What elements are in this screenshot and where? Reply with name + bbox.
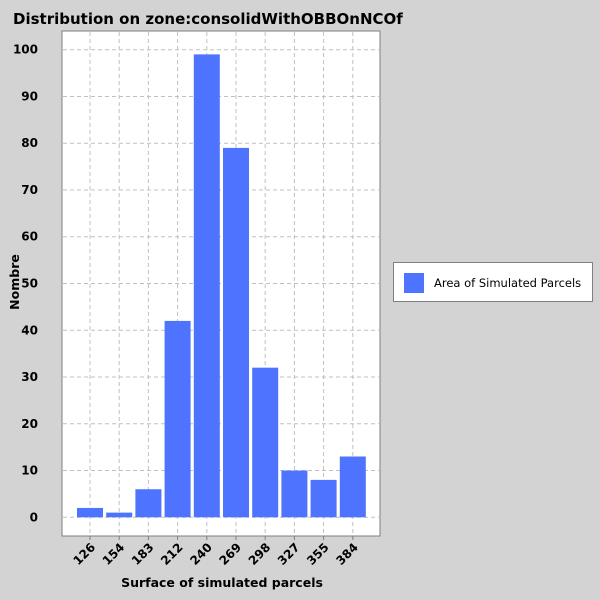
x-tick-label: 384	[333, 540, 361, 568]
bar-355	[310, 479, 337, 518]
bar-384	[339, 456, 366, 518]
x-axis-title: Surface of simulated parcels	[121, 575, 323, 590]
x-tick-label: 154	[100, 540, 128, 568]
bar-240	[193, 54, 220, 518]
bars	[77, 54, 366, 518]
y-tick-label: 80	[21, 136, 38, 150]
bar-298	[252, 367, 279, 518]
bar-327	[281, 470, 308, 518]
legend: Area of Simulated Parcels	[393, 262, 593, 302]
chart-title: Distribution on zone:consolidWithOBBOnNC…	[13, 10, 403, 28]
y-tick-label: 30	[21, 370, 38, 384]
x-tick-label: 355	[304, 540, 332, 568]
x-tick-label: 212	[158, 540, 186, 568]
y-tick-label: 10	[21, 464, 38, 478]
y-axis-ticks: 0 10 20 30 40 50 60 70 80 90 100	[13, 43, 38, 525]
bar-212	[164, 320, 191, 518]
x-tick-label: 240	[187, 540, 215, 568]
bar-154	[106, 512, 133, 518]
y-tick-label: 90	[21, 89, 38, 103]
y-tick-label: 50	[21, 277, 38, 291]
legend-label: Area of Simulated Parcels	[434, 276, 582, 290]
grid-lines	[63, 32, 379, 535]
y-tick-label: 70	[21, 183, 38, 197]
legend-swatch	[404, 273, 424, 293]
bar-183	[135, 489, 162, 518]
bar-269	[223, 147, 249, 518]
x-tick-label: 327	[275, 540, 303, 568]
y-tick-label: 0	[30, 510, 38, 524]
x-axis-ticks: 126 154 183 212 240 269 298 327 355 384	[70, 536, 361, 568]
y-axis-title: Nombre	[7, 254, 22, 310]
x-tick-label: 298	[246, 540, 274, 568]
y-tick-label: 40	[21, 323, 38, 337]
y-tick-label: 100	[13, 43, 38, 57]
x-tick-label: 183	[129, 540, 157, 568]
y-tick-label: 60	[21, 230, 38, 244]
bar-126	[77, 507, 103, 518]
y-tick-label: 20	[21, 417, 38, 431]
x-tick-label: 269	[216, 540, 244, 568]
x-tick-label: 126	[70, 540, 98, 568]
